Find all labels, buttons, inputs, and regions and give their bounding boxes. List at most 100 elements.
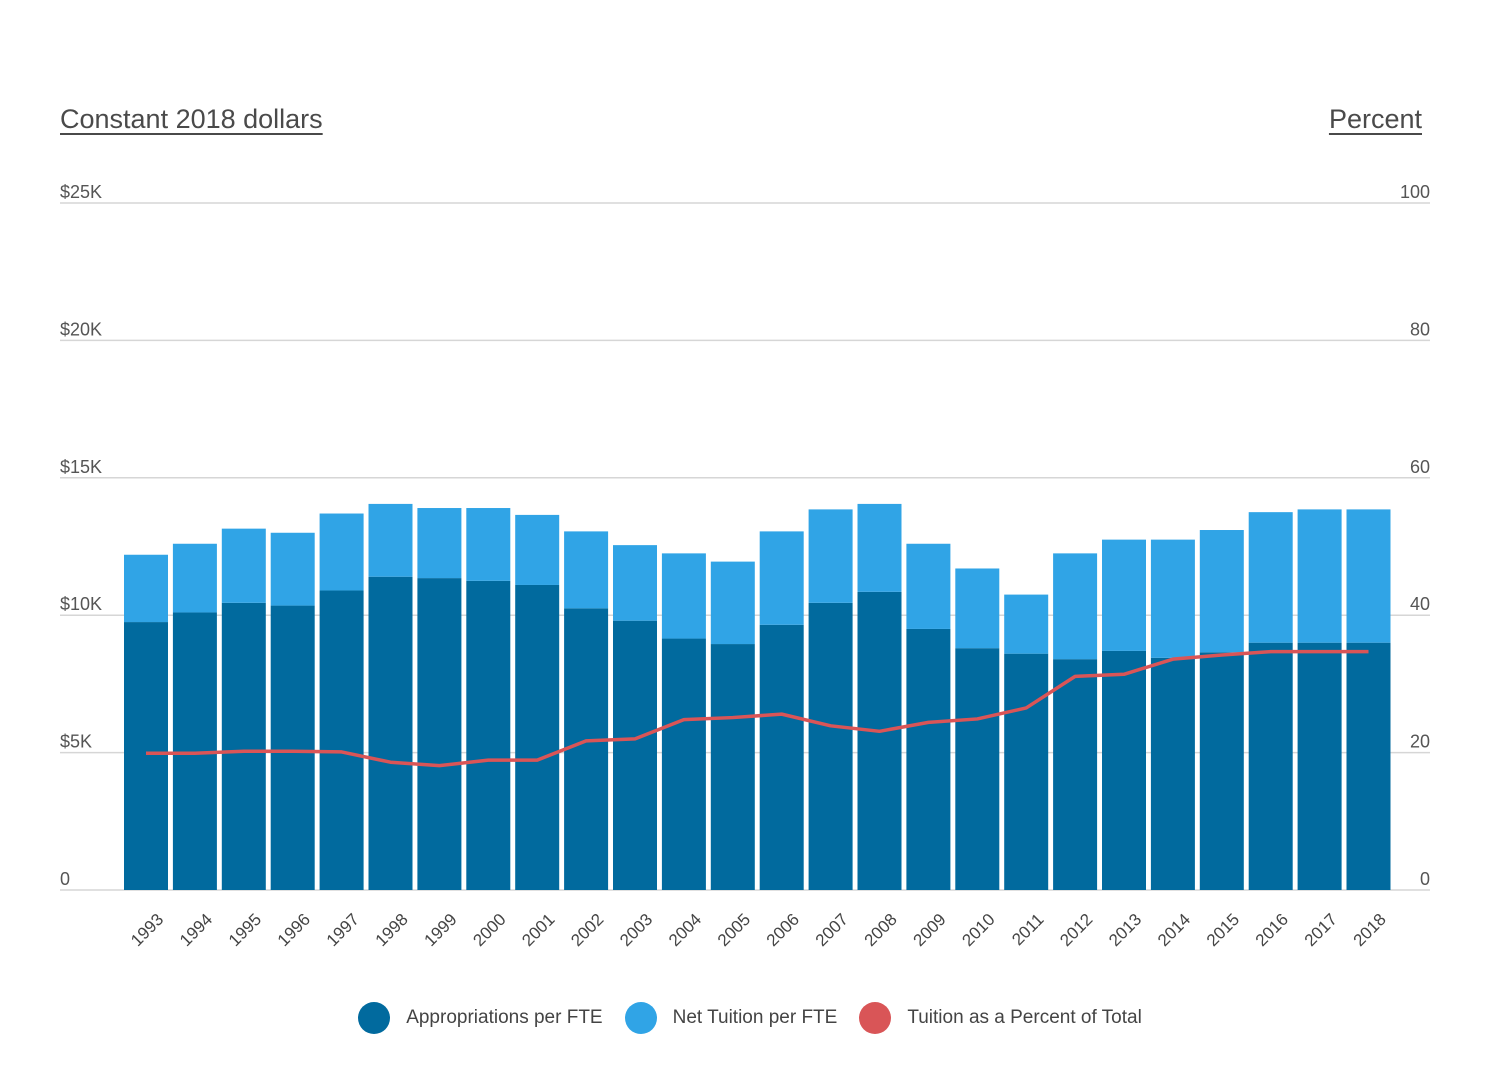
x-tick-label: 2004 xyxy=(665,910,705,950)
bar-net-tuition xyxy=(906,543,951,629)
bar-appropriations xyxy=(270,605,315,890)
right-axis-title: Percent xyxy=(1328,104,1422,134)
x-tick-label: 2001 xyxy=(518,910,558,950)
bar-appropriations xyxy=(906,628,951,890)
x-tick-label: 2018 xyxy=(1350,910,1390,950)
y-right-tick-label: 20 xyxy=(1410,732,1430,752)
bar-appropriations xyxy=(368,576,413,890)
bar-appropriations xyxy=(466,580,511,890)
bar-appropriations xyxy=(319,590,364,890)
legend-item-net-tuition: Net Tuition per FTE xyxy=(624,1002,837,1034)
legend-swatch-appropriations xyxy=(358,1002,391,1034)
x-tick-label: 1996 xyxy=(274,910,314,950)
bar-appropriations xyxy=(515,584,560,890)
legend-label: Tuition as a Percent of Total xyxy=(907,1007,1142,1028)
bar-net-tuition xyxy=(319,513,364,591)
bar-appropriations xyxy=(1346,642,1391,890)
bar-appropriations xyxy=(613,620,657,890)
bar-net-tuition xyxy=(1004,594,1049,654)
x-tick-label: 2017 xyxy=(1301,910,1341,950)
bar-net-tuition xyxy=(221,528,266,603)
bar-appropriations xyxy=(1199,652,1244,890)
legend-item-appropriations: Appropriations per FTE xyxy=(358,1002,603,1034)
x-tick-label: 1997 xyxy=(323,910,363,950)
bar-net-tuition xyxy=(1053,553,1098,660)
bar-net-tuition xyxy=(710,561,755,645)
x-tick-label: 1998 xyxy=(372,910,412,950)
x-tick-label: 2010 xyxy=(958,910,998,950)
x-tick-label: 2009 xyxy=(910,910,950,950)
bar-appropriations xyxy=(1248,642,1293,890)
y-left-tick-label: $15K xyxy=(60,457,102,477)
x-tick-label: 2011 xyxy=(1008,910,1047,949)
x-tick-label: 2014 xyxy=(1154,910,1194,950)
bar-net-tuition xyxy=(124,554,168,623)
x-tick-label: 2007 xyxy=(812,910,852,950)
bars xyxy=(124,503,1391,890)
x-tick-label: 2005 xyxy=(714,910,754,950)
bar-appropriations xyxy=(124,622,168,890)
bar-appropriations xyxy=(955,648,1000,890)
bar-appropriations xyxy=(808,602,853,890)
bar-net-tuition xyxy=(466,508,511,581)
legend-item-tuition-percent: Tuition as a Percent of Total xyxy=(859,1002,1142,1034)
bar-appropriations xyxy=(564,608,609,890)
bar-net-tuition xyxy=(417,508,462,579)
bar-appropriations xyxy=(417,578,462,890)
x-tick-label: 2002 xyxy=(567,910,607,950)
percent-line-layer xyxy=(146,649,1369,768)
y-right-tick-label: 40 xyxy=(1410,594,1430,614)
bar-net-tuition xyxy=(1150,539,1195,658)
bar-net-tuition xyxy=(613,545,657,621)
x-tick-label: 1993 xyxy=(127,910,167,950)
bar-appropriations xyxy=(1102,650,1146,890)
y-left-tick-label: $10K xyxy=(60,594,102,614)
bar-net-tuition xyxy=(1346,509,1391,643)
bar-appropriations xyxy=(1297,642,1342,890)
bar-net-tuition xyxy=(759,531,804,625)
y-right-tick-label: 80 xyxy=(1410,319,1430,339)
x-tick-label: 1994 xyxy=(176,910,216,950)
bar-net-tuition xyxy=(564,531,609,609)
bar-net-tuition xyxy=(1199,530,1244,653)
bar-net-tuition xyxy=(857,503,902,592)
bar-appropriations xyxy=(1004,653,1049,890)
bar-net-tuition xyxy=(172,543,217,613)
bar-appropriations xyxy=(1053,659,1098,890)
bar-net-tuition xyxy=(955,568,1000,649)
y-right-tick-label: 100 xyxy=(1400,182,1430,202)
y-left-tick-label: $25K xyxy=(60,182,102,202)
legend-swatch-net-tuition xyxy=(624,1002,657,1034)
bar-appropriations xyxy=(759,624,804,890)
y-left-tick-label: $20K xyxy=(60,319,102,339)
percent-line xyxy=(146,649,1369,768)
x-tick-label: 2012 xyxy=(1056,910,1096,950)
y-right-tick-label: 60 xyxy=(1410,457,1430,477)
y-left-tick-label: 0 xyxy=(60,869,70,889)
y-right-tick-label: 0 xyxy=(1420,869,1430,889)
bar-appropriations xyxy=(221,602,266,890)
bar-net-tuition xyxy=(808,509,853,603)
bar-appropriations xyxy=(710,644,755,890)
bar-net-tuition xyxy=(1102,539,1146,651)
x-tick-label: 2003 xyxy=(616,910,656,950)
bar-net-tuition xyxy=(1297,509,1342,643)
bar-net-tuition xyxy=(1248,512,1293,643)
y-left-tick-label: $5K xyxy=(60,732,92,752)
legend-swatch-tuition-percent xyxy=(859,1002,892,1034)
bar-net-tuition xyxy=(270,532,315,606)
bar-appropriations xyxy=(1150,657,1195,890)
bar-appropriations xyxy=(857,591,902,890)
x-tick-label: 2006 xyxy=(763,910,803,950)
x-tick-label: 1999 xyxy=(421,910,461,950)
bar-net-tuition xyxy=(661,553,706,639)
x-tick-label: 2015 xyxy=(1203,910,1243,950)
x-tick-label: 2000 xyxy=(469,910,509,950)
x-tick-label: 1995 xyxy=(225,910,265,950)
legend-label: Appropriations per FTE xyxy=(406,1007,603,1028)
bar-appropriations xyxy=(661,638,706,890)
bar-net-tuition xyxy=(515,514,560,585)
legend: Appropriations per FTE Net Tuition per F… xyxy=(0,1000,1500,1036)
x-tick-label: 2008 xyxy=(861,910,901,950)
bar-net-tuition xyxy=(368,503,413,577)
